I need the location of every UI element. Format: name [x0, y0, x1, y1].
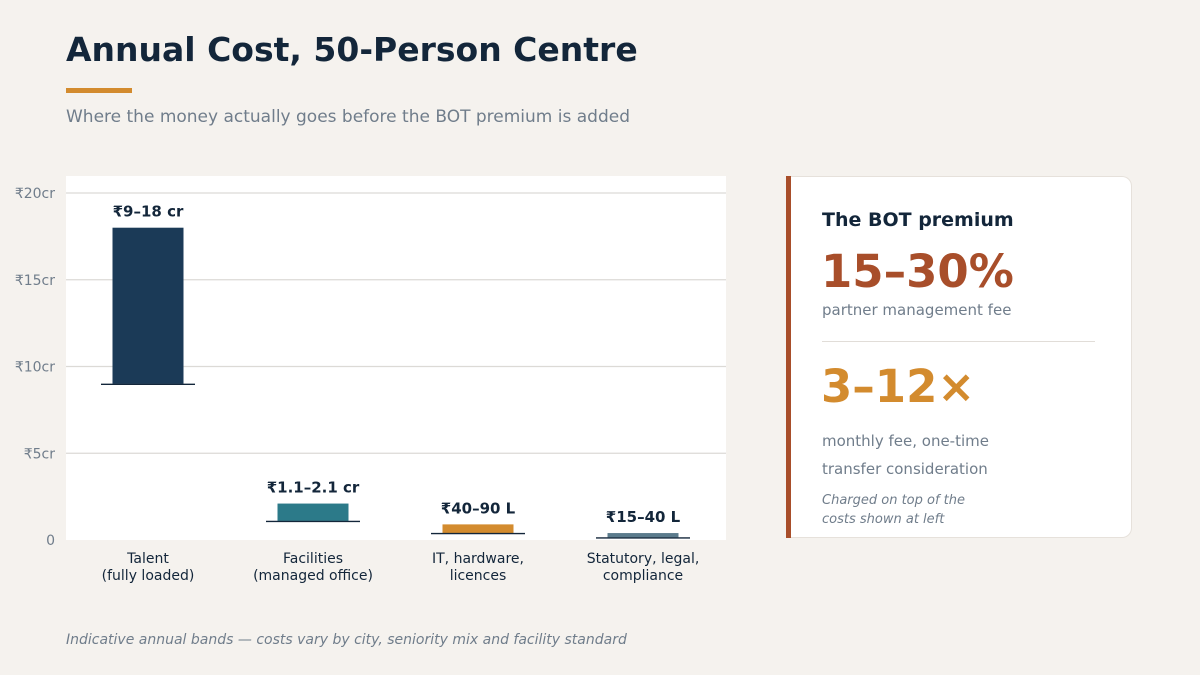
bar	[607, 533, 679, 538]
card-note: Charged on top of the costs shown at lef…	[822, 493, 966, 527]
x-tick-label: (fully loaded)	[102, 568, 195, 584]
transfer-fee-stat: 3–12×	[821, 360, 976, 413]
x-tick-label: IT, hardware,	[432, 551, 524, 567]
x-tick-label: Facilities	[283, 551, 343, 567]
y-tick-label: 0	[46, 533, 55, 549]
page-subtitle: Where the money actually goes before the…	[66, 107, 630, 127]
x-tick-label: (managed office)	[253, 568, 373, 584]
page-title: Annual Cost, 50-Person Centre	[66, 30, 638, 69]
card-accent-bar	[786, 176, 791, 538]
y-tick-label: ₹15cr	[15, 273, 55, 289]
cost-bar-chart: 0 ₹5cr ₹10cr ₹15cr ₹20cr ₹9–18 cr Talent(fully…	[15, 176, 726, 584]
x-tick-label: licences	[450, 568, 507, 584]
transfer-fee-caption: monthly fee, one-time transfer considera…	[822, 432, 989, 478]
y-tick-label: ₹10cr	[15, 360, 55, 376]
card-divider	[822, 341, 1095, 342]
x-tick-label: compliance	[603, 568, 683, 584]
bar	[442, 524, 514, 534]
y-tick-label: ₹5cr	[24, 446, 56, 462]
data-label: ₹15–40 L	[606, 508, 681, 526]
bar	[112, 227, 184, 384]
x-tick-label: Statutory, legal,	[587, 551, 700, 567]
title-underline	[66, 88, 132, 93]
card-heading: The BOT premium	[822, 209, 1014, 231]
bot-premium-card: The BOT premium 15–30% partner managemen…	[786, 176, 1132, 538]
data-label: ₹1.1–2.1 cr	[267, 479, 360, 497]
management-fee-stat: 15–30%	[821, 245, 1014, 298]
bar	[277, 503, 349, 521]
management-fee-caption: partner management fee	[822, 301, 1012, 319]
y-tick-label: ₹20cr	[15, 186, 55, 202]
x-tick-label: Talent	[126, 551, 169, 567]
data-label: ₹40–90 L	[441, 499, 516, 517]
footnote: Indicative annual bands — costs vary by …	[66, 632, 627, 648]
data-label: ₹9–18 cr	[113, 203, 184, 221]
